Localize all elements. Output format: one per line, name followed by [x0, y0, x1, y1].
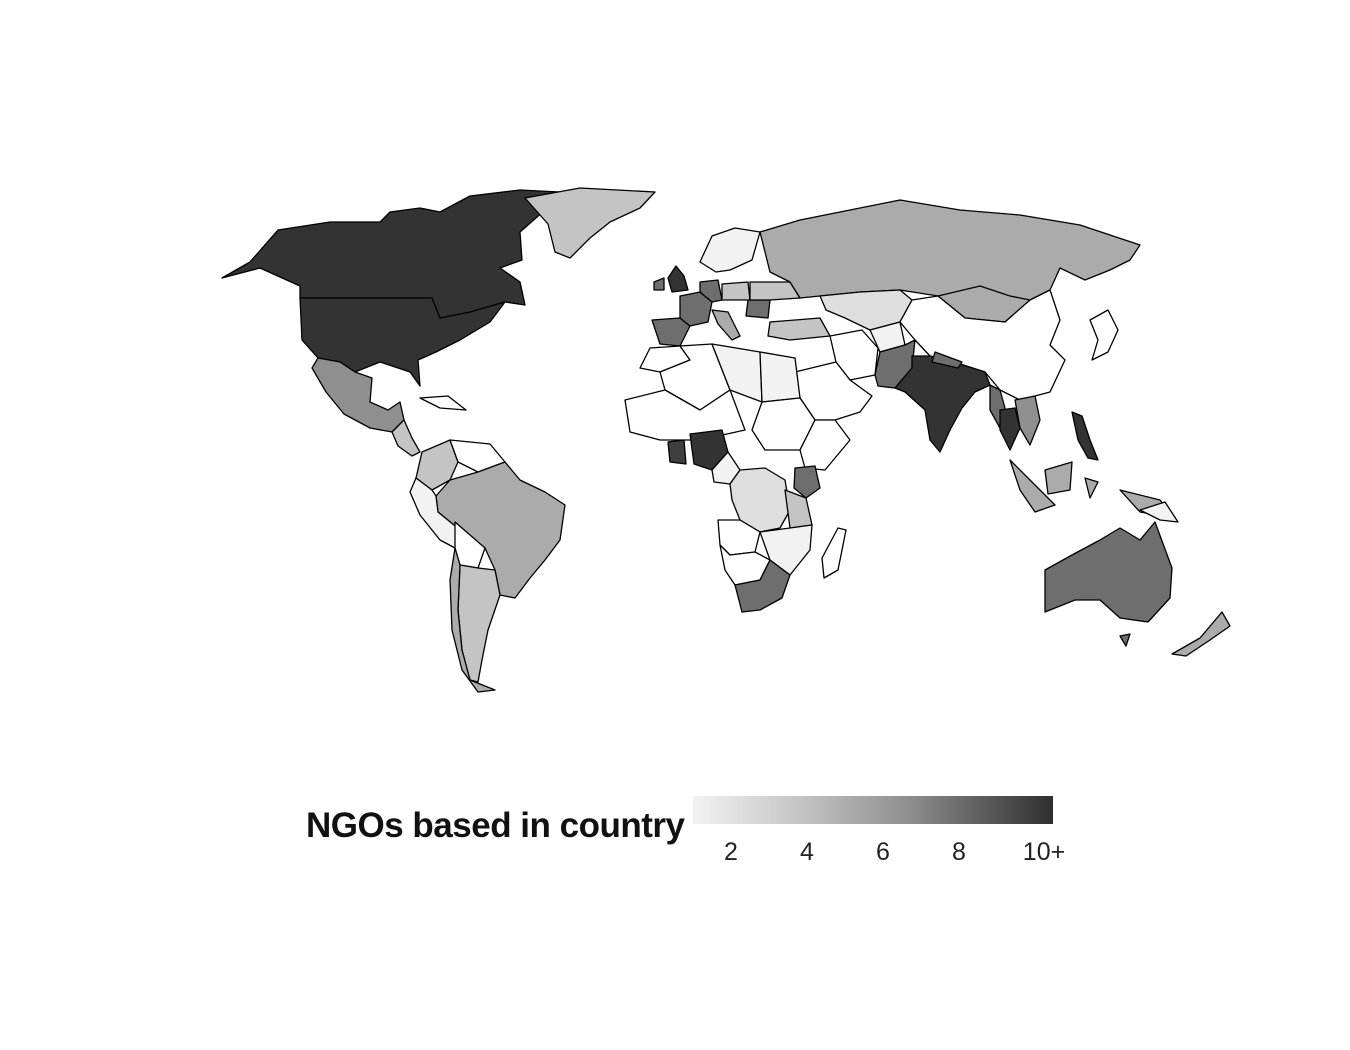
country-chile[interactable]	[449, 547, 496, 693]
country-china[interactable]	[899, 289, 1066, 401]
country-cuba[interactable]	[419, 395, 467, 411]
country-greenland[interactable]	[524, 187, 656, 259]
country-mexico[interactable]	[311, 357, 405, 433]
country-india[interactable]	[894, 355, 991, 453]
legend-tick-label: 6	[876, 838, 890, 866]
country-central-america[interactable]	[391, 419, 421, 457]
country-italy[interactable]	[711, 309, 741, 341]
legend-tick-label: 4	[800, 838, 814, 866]
country-ghana[interactable]	[667, 439, 687, 465]
country-tasmania[interactable]	[1119, 633, 1131, 647]
legend-color-bar	[693, 796, 1053, 824]
country-new-zealand[interactable]	[1171, 611, 1231, 657]
country-spain[interactable]	[651, 317, 691, 347]
country-germany[interactable]	[699, 279, 723, 303]
legend-tick-label: 10+	[1022, 838, 1066, 866]
legend-tick-label: 8	[952, 838, 966, 866]
country-south-africa[interactable]	[734, 559, 791, 613]
country-nepal[interactable]	[931, 351, 963, 369]
country-philippines[interactable]	[1071, 411, 1099, 461]
country-romania[interactable]	[745, 299, 771, 319]
country-australia[interactable]	[1044, 521, 1173, 623]
country-kenya[interactable]	[793, 465, 821, 499]
country-ireland[interactable]	[653, 277, 665, 291]
legend-title: NGOs based in country	[306, 806, 685, 845]
country-poland[interactable]	[721, 281, 751, 301]
country-japan[interactable]	[1089, 309, 1119, 361]
country-mali-niger[interactable]	[624, 389, 746, 441]
country-thailand[interactable]	[999, 407, 1021, 451]
country-scandinavia[interactable]	[699, 227, 761, 273]
country-dr-congo[interactable]	[729, 467, 791, 533]
country-turkey[interactable]	[767, 317, 831, 341]
country-indonesia[interactable]	[1009, 459, 1176, 519]
country-uk[interactable]	[667, 265, 689, 293]
country-papua-new-guinea[interactable]	[1139, 501, 1179, 523]
country-russia[interactable]	[759, 199, 1141, 323]
country-ukraine[interactable]	[749, 281, 801, 301]
country-egypt[interactable]	[759, 351, 801, 403]
legend-tick-label: 2	[724, 838, 738, 866]
country-madagascar[interactable]	[821, 527, 847, 579]
country-cambodia-laos-vietnam[interactable]	[1014, 395, 1041, 446]
